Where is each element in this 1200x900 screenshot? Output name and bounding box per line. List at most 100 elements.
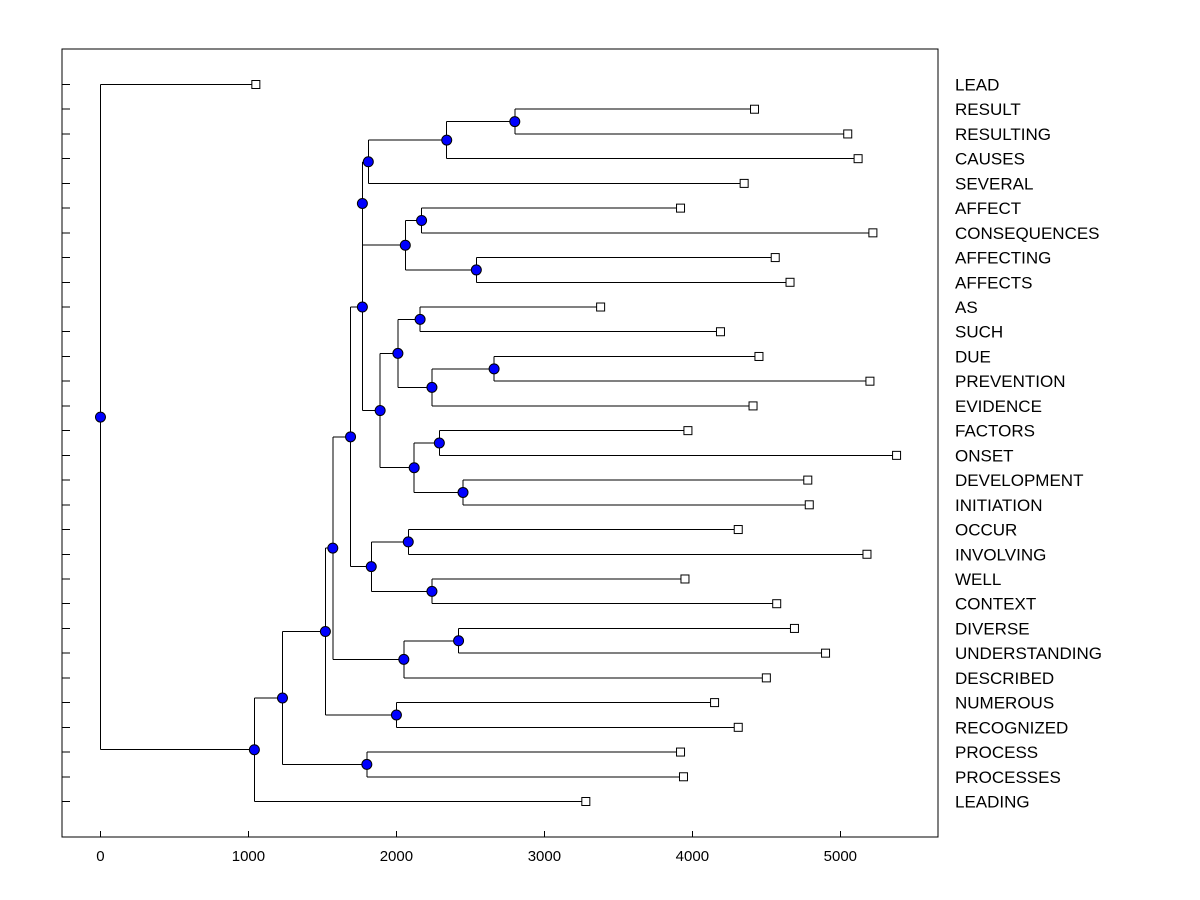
- leaf-label: WELL: [955, 570, 1001, 589]
- leaf-label: INITIATION: [955, 496, 1043, 515]
- leaf-marker: [710, 698, 720, 708]
- x-tick-labels: 0 1000 2000 3000 4000 5000: [96, 848, 857, 865]
- leaf-marker: [853, 154, 863, 164]
- leaf-label: PROCESS: [955, 743, 1038, 762]
- leaf-marker: [803, 475, 813, 485]
- merge-node: [94, 411, 106, 423]
- leaf-label: AS: [955, 298, 978, 317]
- leaf-label: INVOLVING: [955, 545, 1046, 564]
- merge-node: [441, 134, 453, 146]
- leaf-marker: [733, 525, 743, 535]
- x-tick-label: 4000: [676, 848, 709, 865]
- leaf-label: PREVENTION: [955, 372, 1066, 391]
- leaf-marker: [754, 351, 764, 361]
- x-tick-label: 0: [96, 848, 104, 865]
- merge-node: [509, 116, 521, 128]
- leaf-marker: [785, 277, 795, 287]
- leaf-label: SUCH: [955, 323, 1003, 342]
- merge-node: [248, 744, 260, 756]
- leaf-marker: [683, 426, 693, 436]
- leaf-label: CONTEXT: [955, 595, 1036, 614]
- leaf-marker: [821, 648, 831, 658]
- leaf-marker: [789, 623, 799, 633]
- leaf-marker: [804, 500, 814, 510]
- merge-node: [356, 301, 368, 313]
- merge-node: [374, 405, 386, 417]
- x-tick-label: 3000: [528, 848, 561, 865]
- x-tick-label: 1000: [232, 848, 265, 865]
- leaf-marker: [733, 722, 743, 732]
- merge-node: [402, 536, 414, 548]
- merge-node: [416, 214, 428, 226]
- leaf-label: DEVELOPMENT: [955, 471, 1083, 490]
- x-tick-label: 5000: [824, 848, 857, 865]
- merge-node: [414, 313, 426, 325]
- leaf-marker: [748, 401, 758, 411]
- leaf-marker: [865, 376, 875, 386]
- leaf-label: RESULTING: [955, 125, 1051, 144]
- leaf-marker: [715, 327, 725, 337]
- leaf-marker: [862, 549, 872, 559]
- merge-node: [398, 653, 410, 665]
- merge-node: [362, 156, 374, 168]
- leaf-marker: [761, 673, 771, 683]
- leaf-label: FACTORS: [955, 422, 1035, 441]
- merge-node: [390, 709, 402, 721]
- leaf-marker: [892, 450, 902, 460]
- leaf-label: RECOGNIZED: [955, 718, 1068, 737]
- leaf-label: DIVERSE: [955, 619, 1030, 638]
- merge-node: [453, 635, 465, 647]
- leaf-marker: [868, 228, 878, 238]
- leaf-label: AFFECT: [955, 199, 1021, 218]
- leaf-marker: [581, 797, 591, 806]
- merge-node: [276, 692, 288, 704]
- merge-node: [457, 486, 469, 498]
- leaf-marker: [770, 253, 780, 263]
- leaf-label: PROCESSES: [955, 768, 1061, 787]
- merge-node: [392, 347, 404, 359]
- merge-node: [399, 239, 411, 251]
- leaf-marker: [678, 772, 688, 782]
- leaf-labels: LEAD RESULT RESULTING CAUSES SEVERAL AFFECT CO…: [955, 76, 1102, 812]
- leaf-label: UNDERSTANDING: [955, 644, 1102, 663]
- leaf-label: OCCUR: [955, 521, 1017, 540]
- merge-node: [488, 363, 500, 375]
- leaf-label: DESCRIBED: [955, 669, 1054, 688]
- x-tick-label: 2000: [380, 848, 413, 865]
- merge-node: [426, 381, 438, 393]
- leaf-label: LEADING: [955, 793, 1030, 812]
- markers: [94, 80, 902, 806]
- leaf-marker: [843, 129, 853, 139]
- leaf-label: ONSET: [955, 446, 1014, 465]
- leaf-marker: [739, 178, 749, 188]
- merge-node: [433, 437, 445, 449]
- leaf-label: CONSEQUENCES: [955, 224, 1100, 243]
- leaf-marker: [772, 599, 782, 609]
- leaf-label: RESULT: [955, 100, 1021, 119]
- leaf-label: SEVERAL: [955, 174, 1033, 193]
- leaf-label: NUMEROUS: [955, 694, 1054, 713]
- axis-ticks: [62, 84, 841, 837]
- merge-node: [345, 431, 357, 443]
- merge-node: [319, 626, 331, 638]
- merge-node: [408, 462, 420, 474]
- leaf-marker: [676, 747, 686, 757]
- leaf-marker: [251, 80, 261, 89]
- leaf-label: AFFECTS: [955, 273, 1032, 292]
- leaf-marker: [680, 574, 690, 584]
- leaf-marker: [750, 104, 760, 114]
- merge-node: [470, 264, 482, 276]
- branch-lines: [99, 84, 897, 802]
- leaf-label: CAUSES: [955, 150, 1025, 169]
- leaf-label: DUE: [955, 347, 991, 366]
- merge-node: [361, 758, 373, 770]
- leaf-marker: [676, 203, 686, 213]
- merge-node: [365, 561, 377, 573]
- merge-node: [426, 585, 438, 597]
- leaf-label: EVIDENCE: [955, 397, 1042, 416]
- leaf-label: AFFECTING: [955, 249, 1051, 268]
- leaf-label: LEAD: [955, 76, 999, 95]
- plot-frame: [61, 48, 939, 838]
- leaf-marker: [596, 302, 606, 312]
